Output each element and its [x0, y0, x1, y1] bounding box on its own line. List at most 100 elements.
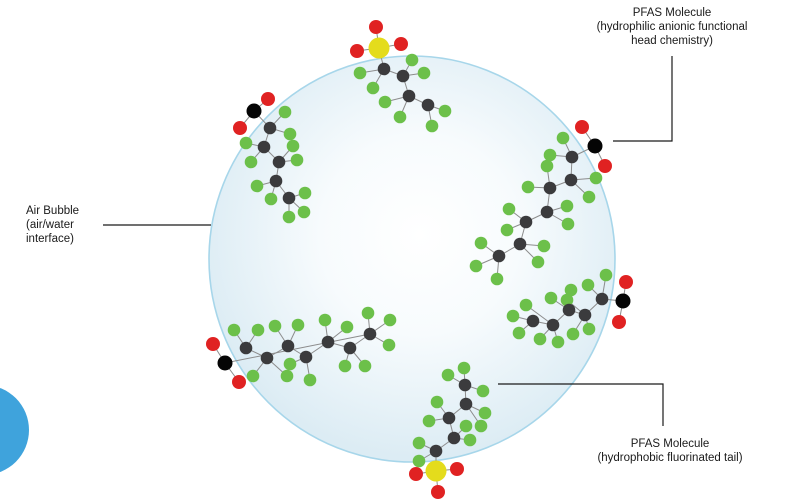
fluorine-atom: [463, 433, 477, 447]
fluorine-atom: [543, 148, 557, 162]
carbon-atom: [526, 314, 540, 328]
fluorine-atom: [264, 192, 278, 206]
oxygen-atom: [431, 485, 445, 499]
carbon-atom: [377, 62, 391, 76]
fluorine-atom: [441, 368, 455, 382]
fluorine-atom: [282, 210, 296, 224]
carbon-atom: [272, 155, 286, 169]
fluorine-atom: [378, 95, 392, 109]
carbon-atom: [447, 431, 461, 445]
oxygen-atom: [598, 159, 612, 173]
carbon-atom: [540, 205, 554, 219]
oxygen-atom: [450, 462, 464, 476]
carbon-atom: [562, 303, 576, 317]
carbon-atom: [442, 411, 456, 425]
fluorine-atom: [537, 239, 551, 253]
fluorine-atom: [519, 298, 533, 312]
tail-label-line1: PFAS Molecule: [630, 438, 710, 450]
fluorine-atom: [361, 306, 375, 320]
fluorine-atom: [286, 139, 300, 153]
fluorine-atom: [298, 186, 312, 200]
fluorine-atom: [589, 171, 603, 185]
fluorine-atom: [500, 223, 514, 237]
fluorine-atom: [250, 179, 264, 193]
fluorine-atom: [599, 268, 613, 282]
fluorine-atom: [478, 406, 492, 420]
carbon-atom: [421, 98, 435, 112]
carbon-atom: [239, 341, 253, 355]
carboxyl-carbon-atom: [587, 138, 603, 154]
carbon-atom: [363, 327, 377, 341]
fluorine-atom: [280, 369, 294, 383]
fluorine-atom: [469, 259, 483, 273]
fluorine-atom: [283, 127, 297, 141]
fluorine-atom: [540, 159, 554, 173]
tail-label-line2: (hydrophobic fluorinated tail): [597, 452, 743, 464]
carbon-atom: [546, 318, 560, 332]
air-bubble: [208, 55, 616, 463]
fluorine-atom: [560, 199, 574, 213]
fluorine-atom: [318, 313, 332, 327]
oxygen-atom: [619, 275, 633, 289]
pfas-molecule-upper-left: [233, 92, 312, 224]
fluorine-atom: [502, 202, 516, 216]
carbon-atom: [458, 378, 472, 392]
fluorine-atom: [430, 395, 444, 409]
fluorine-atom: [405, 53, 419, 67]
fluorine-atom: [244, 155, 258, 169]
fluorine-atom: [246, 369, 260, 383]
fluorine-atom: [340, 320, 354, 334]
fluorine-atom: [338, 359, 352, 373]
carbon-atom: [257, 140, 271, 154]
carboxyl-carbon-atom: [615, 293, 631, 309]
carbon-atom: [565, 150, 579, 164]
fluorine-atom: [353, 66, 367, 80]
fluorine-atom: [566, 327, 580, 341]
carbon-atom: [263, 121, 277, 135]
oxygen-atom: [350, 44, 364, 58]
carbon-atom: [492, 249, 506, 263]
carboxyl-carbon-atom: [246, 103, 262, 119]
carbon-atom: [595, 292, 609, 306]
fluorine-atom: [239, 136, 253, 150]
carbon-atom: [543, 181, 557, 195]
fluorine-atom: [474, 419, 488, 433]
fluorine-atom: [474, 236, 488, 250]
fluorine-atom: [560, 293, 574, 307]
fluorine-atom: [412, 454, 426, 468]
fluorine-atom: [268, 319, 282, 333]
pfas-molecule-left-bottom: [206, 306, 397, 389]
fluorine-atom: [506, 309, 520, 323]
fluorine-atom: [251, 323, 265, 337]
fluorine-atom: [438, 104, 452, 118]
air-bubble-label-line1: Air Bubble: [26, 205, 80, 217]
carbon-atom: [459, 397, 473, 411]
oxygen-atom: [409, 467, 423, 481]
oxygen-atom: [394, 37, 408, 51]
fluorine-atom: [521, 180, 535, 194]
carbon-atom: [260, 351, 274, 365]
carbon-atom: [402, 89, 416, 103]
carbon-atom: [513, 237, 527, 251]
pfas-molecule-right-upper: [469, 120, 612, 286]
fluorine-atom: [476, 384, 490, 398]
fluorine-atom: [512, 326, 526, 340]
carbon-atom: [343, 341, 357, 355]
fluorine-atom: [303, 373, 317, 387]
fluorine-atom: [382, 338, 396, 352]
pfas-molecule-top: [350, 20, 452, 133]
fluorine-atom: [412, 436, 426, 450]
fluorine-atom: [582, 322, 596, 336]
fluorine-atom: [297, 205, 311, 219]
air-bubble-label-line3: interface): [26, 233, 74, 245]
tail-leader: [498, 383, 664, 426]
fluorine-atom: [459, 419, 473, 433]
fluorine-atom: [366, 81, 380, 95]
air-bubble-label-line2: (air/water: [26, 219, 74, 231]
pfas-molecule-bottom: [409, 361, 492, 499]
fluorine-atom: [582, 190, 596, 204]
oxygen-atom: [575, 120, 589, 134]
head-chemistry-label: PFAS Molecule (hydrophilic anionic funct…: [583, 6, 761, 48]
fluorine-atom: [490, 272, 504, 286]
